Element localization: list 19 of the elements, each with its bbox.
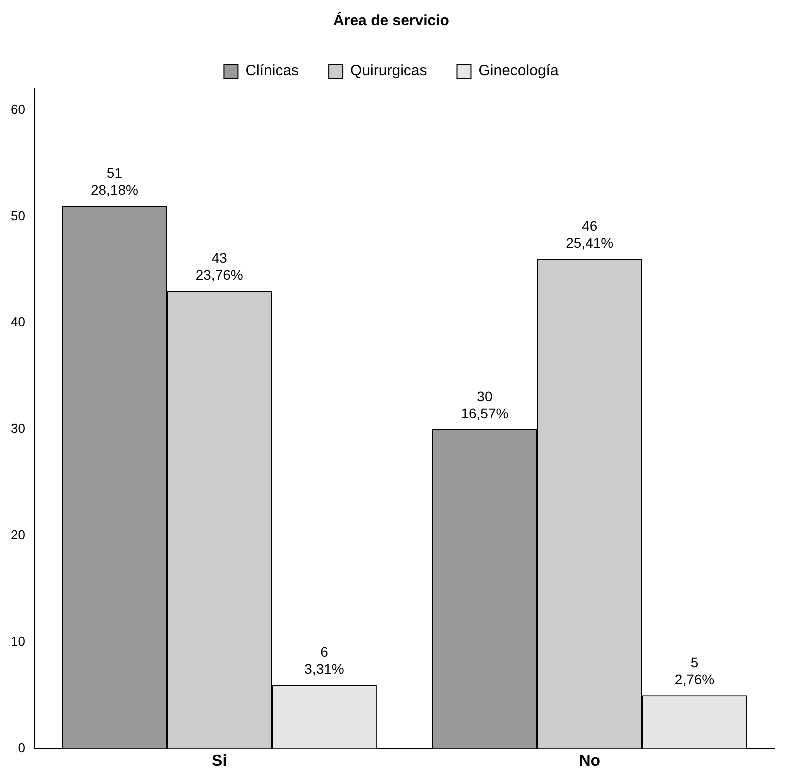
y-tick-label: 30 <box>10 421 26 436</box>
legend-label: Ginecología <box>478 62 560 80</box>
data-label: 51 28,18% <box>90 164 138 198</box>
data-label: 6 3,31% <box>304 644 344 677</box>
data-label: 5 2,76% <box>674 654 715 688</box>
data-label: 43 23,76% <box>196 250 244 284</box>
x-tick-label: Si <box>212 752 228 770</box>
y-tick-label: 20 <box>10 528 26 543</box>
y-tick-label: 0 <box>18 740 26 756</box>
legend-title: Área de servicio <box>334 12 450 30</box>
y-tick-label: 10 <box>10 634 26 649</box>
y-tick-label: 60 <box>10 102 26 117</box>
x-tick-label: No <box>579 752 601 770</box>
data-label: 46 25,41% <box>566 218 614 252</box>
y-tick-label: 50 <box>10 208 26 224</box>
data-label: 30 16,57% <box>461 388 509 422</box>
legend-label: Clínicas <box>246 62 300 80</box>
legend-label: Quirurgicas <box>350 62 428 80</box>
y-tick-label: 40 <box>10 314 26 330</box>
